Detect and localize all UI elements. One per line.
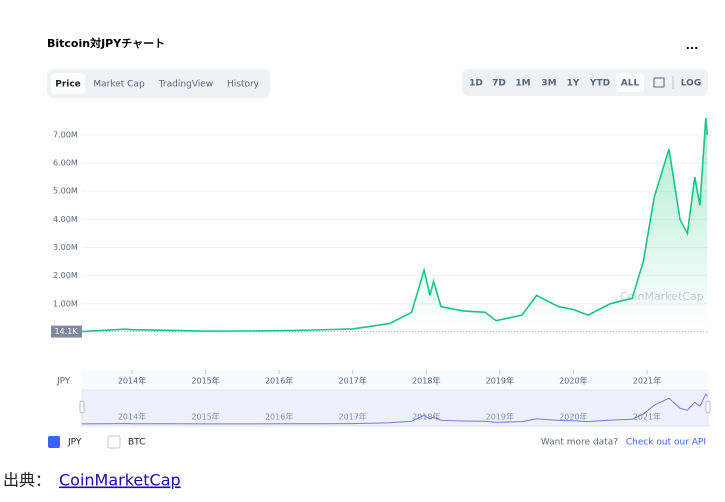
range[interactable]: 1D (469, 79, 483, 89)
nav-tick-label: 2016年 (265, 412, 293, 422)
x-axis-label: JPY (56, 377, 71, 387)
calendar-icon[interactable] (653, 77, 665, 88)
footer-prefix: 出典： (3, 471, 51, 490)
nav-tick-label: 2019年 (486, 412, 514, 422)
range[interactable]: 7D (492, 79, 506, 89)
axis-band (82, 370, 708, 388)
nav-tick-label: 2017年 (339, 412, 367, 422)
y-tick-label: 2.00M (53, 271, 78, 280)
log-toggle[interactable]: LOG (681, 79, 701, 89)
y-tick-label: 3.00M (53, 243, 78, 252)
price-line (81, 117, 709, 333)
range[interactable]: 1M (515, 79, 530, 89)
range[interactable]: 3M (541, 79, 556, 89)
tab[interactable]: Price (55, 80, 81, 90)
x-tick-label: 2015年 (191, 376, 219, 386)
nav-handle-left[interactable] (79, 400, 85, 414)
legend-jpy: JPY (67, 438, 82, 448)
nav-tick-label: 2015年 (191, 412, 219, 422)
x-tick-label: 2017年 (339, 376, 367, 386)
nav-tick-label: 2021年 (633, 412, 661, 422)
x-tick-label: 2019年 (486, 376, 514, 386)
y-tick-label: 5.00M (53, 187, 78, 196)
checkbox[interactable] (107, 435, 121, 449)
y-tick-label: 6.00M (53, 159, 78, 168)
x-tick-label: 2021年 (633, 376, 661, 386)
api-link[interactable]: Check out our API (626, 438, 706, 448)
chart-title: Bitcoin対JPYチャート (47, 36, 165, 50)
range[interactable]: ALL (621, 79, 640, 89)
nav-handle-right[interactable] (705, 400, 711, 414)
current-label: 14.1K (54, 327, 78, 336)
footer-link[interactable]: CoinMarketCap (59, 471, 181, 490)
tab-bar (47, 69, 270, 98)
range[interactable]: 1Y (567, 79, 580, 89)
range-active (616, 73, 644, 92)
range-bar (462, 69, 708, 96)
x-tick-label: 2018年 (412, 376, 440, 386)
x-tick-label: 2016年 (265, 376, 293, 386)
api-text: Want more data? (541, 438, 618, 448)
y-tick-label: 7.00M (53, 130, 78, 139)
nav-tick-label: 2020年 (559, 412, 587, 422)
y-tick-label: 1.00M (53, 299, 78, 308)
nav-line (81, 392, 708, 425)
nav-tick-label: 2014年 (118, 412, 146, 422)
x-tick-label: 2020年 (559, 376, 587, 386)
tab[interactable]: TradingView (158, 80, 213, 90)
tab-active (51, 73, 85, 94)
y-tick-label: 4.00M (53, 215, 78, 224)
legend-btc: BTC (128, 438, 145, 448)
navigator[interactable] (81, 389, 709, 427)
menu[interactable]: ... (686, 39, 699, 52)
area (82, 118, 708, 332)
x-tick-label: 2014年 (118, 376, 146, 386)
checkbox-checked[interactable] (48, 436, 60, 448)
current-tag (51, 325, 82, 338)
range[interactable]: YTD (589, 79, 610, 89)
tab[interactable]: Market Cap (93, 80, 145, 90)
tab[interactable]: History (227, 80, 260, 90)
